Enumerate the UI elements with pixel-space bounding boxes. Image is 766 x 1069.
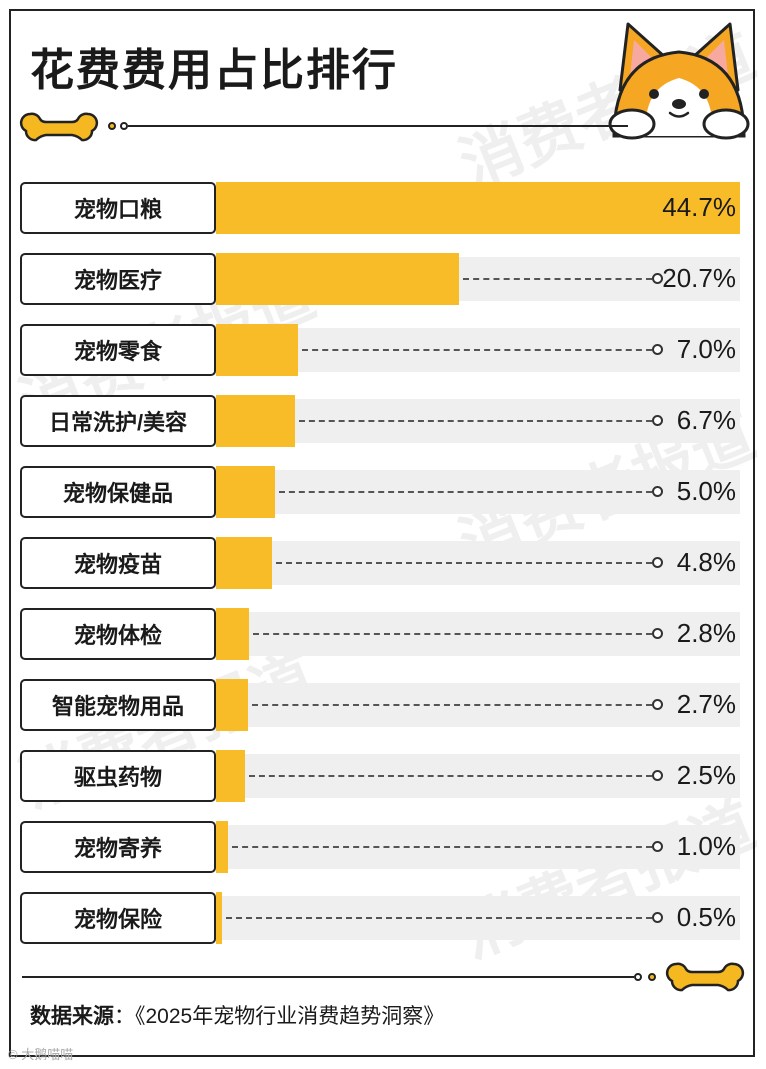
category-label: 宠物寄养: [20, 821, 216, 873]
value-label: 20.7%: [662, 263, 736, 293]
category-label: 宠物医疗: [20, 253, 216, 305]
category-label: 宠物零食: [20, 324, 216, 376]
category-label: 驱虫药物: [20, 750, 216, 802]
category-label: 智能宠物用品: [20, 679, 216, 731]
leader-dot: [652, 628, 663, 639]
bar: [216, 821, 228, 873]
category-label: 宠物体检: [20, 608, 216, 660]
bar: [216, 466, 275, 518]
leader-line: [225, 917, 652, 919]
leader-dot: [652, 699, 663, 710]
leader-dot: [652, 273, 663, 284]
bar-row: 宠物零食 7.0%: [0, 324, 766, 376]
value-label: 4.8%: [676, 547, 736, 577]
category-label: 宠物疫苗: [20, 537, 216, 589]
bar-row: 驱虫药物 2.5%: [0, 750, 766, 802]
bar: [216, 182, 740, 234]
bone-icon: [19, 112, 99, 142]
leader-line: [278, 491, 652, 493]
bar: [216, 608, 249, 660]
leader-line: [462, 278, 652, 280]
data-source: 数据来源：《2025年宠物行业消费趋势洞察》: [30, 1000, 444, 1030]
bottom-divider: [22, 976, 634, 978]
leader-dot: [652, 486, 663, 497]
dog-mascot-icon: [608, 22, 750, 140]
leader-dot: [652, 912, 663, 923]
decorative-dot: [648, 973, 656, 981]
chart-title: 花费费用占比排行: [30, 46, 398, 95]
data-source-separator: ：: [114, 1005, 135, 1028]
top-divider: [128, 125, 628, 127]
bar-row: 宠物疫苗 4.8%: [0, 537, 766, 589]
category-label: 宠物保健品: [20, 466, 216, 518]
bar-row: 日常洗护/美容 6.7%: [0, 395, 766, 447]
leader-line: [298, 420, 652, 422]
leader-line: [302, 349, 652, 351]
bar: [216, 750, 246, 802]
bar-row: 宠物体检 2.8%: [0, 608, 766, 660]
data-source-text: 《2025年宠物行业消费趋势洞察》: [135, 1005, 445, 1028]
bar-row: 宠物口粮 44.7%: [0, 182, 766, 234]
leader-dot: [652, 557, 663, 568]
value-label: 1.0%: [676, 831, 736, 861]
decorative-dot: [120, 122, 128, 130]
category-label: 日常洗护/美容: [20, 395, 216, 447]
decorative-dot: [108, 122, 116, 130]
bar-row: 宠物保健品 5.0%: [0, 466, 766, 518]
value-label: 0.5%: [676, 902, 736, 932]
footer-watermark: © 大鹅喵喵: [8, 1047, 74, 1062]
leader-line: [251, 704, 652, 706]
bar: [216, 537, 273, 589]
leader-dot: [652, 770, 663, 781]
bar: [216, 679, 248, 731]
value-label: 5.0%: [676, 476, 736, 506]
bar-row: 宠物医疗 20.7%: [0, 253, 766, 305]
bar: [216, 324, 299, 376]
leader-line: [276, 562, 652, 564]
value-label: 2.8%: [676, 618, 736, 648]
bar: [216, 892, 222, 944]
value-label: 7.0%: [676, 334, 736, 364]
bar-row: 宠物寄养 1.0%: [0, 821, 766, 873]
leader-line: [249, 775, 652, 777]
category-label: 宠物保险: [20, 892, 216, 944]
bar-row: 宠物保险 0.5%: [0, 892, 766, 944]
value-label: 2.5%: [676, 760, 736, 790]
leader-dot: [652, 415, 663, 426]
leader-line: [252, 633, 652, 635]
value-label: 44.7%: [662, 192, 736, 222]
category-label: 宠物口粮: [20, 182, 216, 234]
decorative-dot: [634, 973, 642, 981]
data-source-label: 数据来源: [30, 1005, 114, 1028]
bar-row: 智能宠物用品 2.7%: [0, 679, 766, 731]
leader-dot: [652, 344, 663, 355]
bar: [216, 395, 295, 447]
value-label: 2.7%: [676, 689, 736, 719]
bone-icon: [665, 962, 745, 992]
value-label: 6.7%: [676, 405, 736, 435]
leader-dot: [652, 841, 663, 852]
leader-line: [231, 846, 652, 848]
bar: [216, 253, 459, 305]
